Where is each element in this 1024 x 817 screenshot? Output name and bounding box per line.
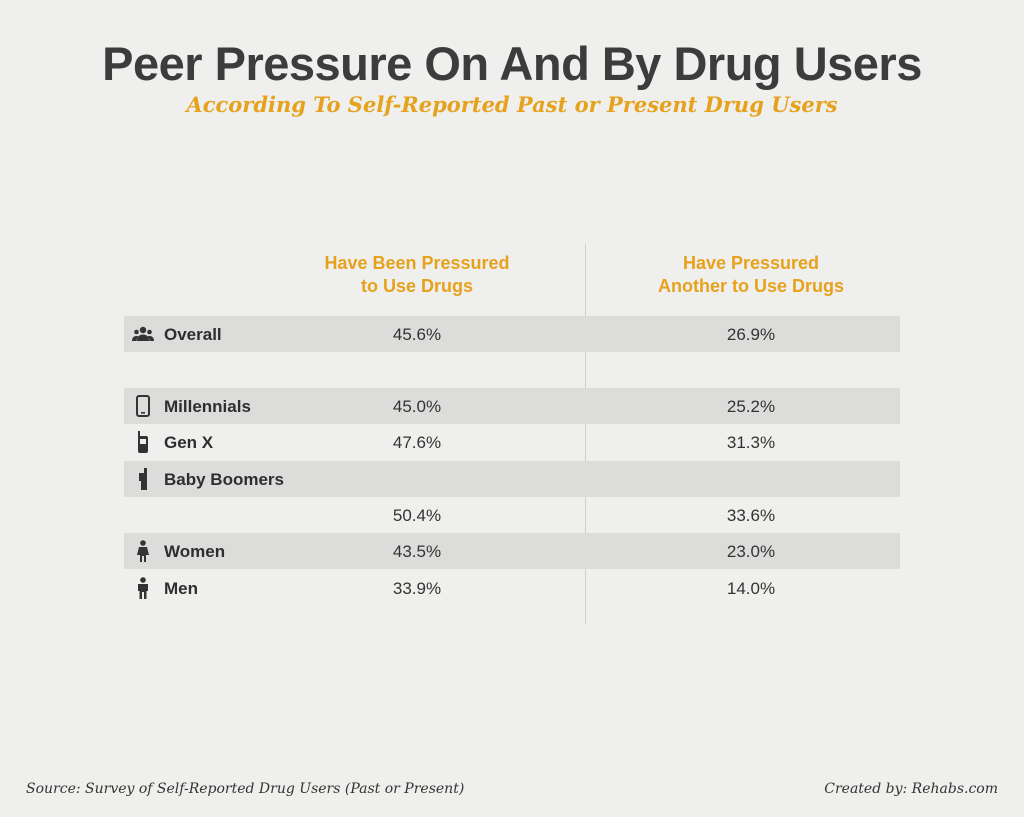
column-header-pressured-line2: to Use Drugs — [360, 276, 474, 296]
column-header-pressured: Have Been Pressured to Use Drugs — [287, 252, 547, 298]
chart-subtitle: According To Self-Reported Past or Prese… — [186, 92, 838, 117]
value-gen-x-pressured-another: 31.3% — [726, 433, 776, 452]
value-baby-boomers-pressured-another: 33.6% — [726, 506, 776, 525]
table-row-overall: Overall 45.6% 26.9% — [124, 316, 900, 352]
row-label-millennials: Millennials — [164, 397, 251, 416]
value-overall-pressured: 45.6% — [392, 325, 442, 344]
value-gen-x-pressured: 47.6% — [392, 433, 442, 452]
brick-phone-icon — [132, 468, 154, 490]
credit-note: Created by: Rehabs.com — [824, 781, 998, 797]
table-row-baby-boomers: Baby Boomers — [124, 461, 900, 497]
table-row-women: Women 43.5% 23.0% — [124, 533, 900, 569]
value-women-pressured-another: 23.0% — [726, 542, 776, 561]
column-header-pressured-another: Have Pressured Another to Use Drugs — [621, 252, 881, 298]
table-row-baby-boomers-values: 50.4% 33.6% — [124, 497, 900, 533]
column-header-pressured-line1: Have Been Pressured — [324, 253, 510, 273]
group-icon — [132, 324, 154, 344]
value-millennials-pressured: 45.0% — [392, 397, 442, 416]
row-label-men: Men — [164, 579, 198, 598]
smartphone-icon — [132, 395, 154, 417]
woman-icon — [132, 540, 154, 562]
row-label-overall: Overall — [164, 325, 222, 344]
value-baby-boomers-pressured: 50.4% — [392, 506, 442, 525]
value-men-pressured-another: 14.0% — [726, 579, 776, 598]
table-row-men: Men 33.9% 14.0% — [124, 570, 900, 606]
value-millennials-pressured-another: 25.2% — [726, 397, 776, 416]
column-header-pressured-another-line1: Have Pressured — [682, 253, 820, 273]
flip-phone-icon — [132, 431, 154, 453]
table-row-millennials: Millennials 45.0% 25.2% — [124, 388, 900, 424]
man-icon — [132, 577, 154, 599]
row-label-baby-boomers: Baby Boomers — [164, 470, 284, 489]
column-header-pressured-another-line2: Another to Use Drugs — [657, 276, 844, 296]
row-label-women: Women — [164, 542, 226, 561]
table-row-gen-x: Gen X 47.6% 31.3% — [124, 424, 900, 460]
value-women-pressured: 43.5% — [392, 542, 442, 561]
value-overall-pressured-another: 26.9% — [726, 325, 776, 344]
chart-title: Peer Pressure On And By Drug Users — [102, 37, 922, 90]
column-divider — [585, 244, 586, 624]
row-label-gen-x: Gen X — [164, 433, 214, 452]
source-note: Source: Survey of Self-Reported Drug Use… — [26, 781, 465, 797]
value-men-pressured: 33.9% — [392, 579, 442, 598]
